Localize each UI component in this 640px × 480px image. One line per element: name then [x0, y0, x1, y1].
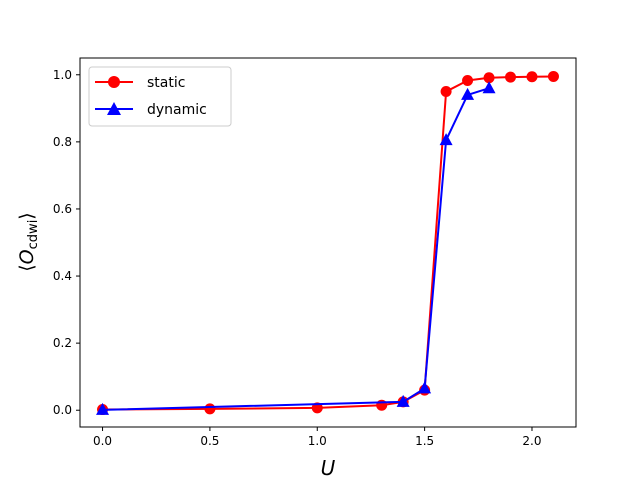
legend-static-label: static — [147, 75, 185, 91]
y-tick-label: 1.0 — [53, 68, 72, 82]
y-tick-label: 0.6 — [53, 202, 72, 216]
data-point-static — [505, 71, 517, 83]
legend-dynamic-marker — [107, 102, 121, 115]
x-tick-label: 2.0 — [522, 434, 541, 448]
y-axis-label-close: ⟩ — [16, 212, 38, 219]
data-point-static — [547, 70, 559, 82]
x-tick-label: 1.0 — [308, 434, 327, 448]
x-axis-label: U — [321, 456, 336, 480]
data-point-dynamic — [439, 133, 453, 146]
data-point-static — [462, 74, 474, 86]
legend-static-marker — [108, 76, 120, 88]
data-point-static — [440, 86, 452, 98]
y-axis-label-subscript: cdwi — [26, 220, 41, 250]
x-tick-label: 1.5 — [415, 434, 434, 448]
data-point-static — [526, 71, 538, 83]
data-point-dynamic — [96, 402, 110, 415]
y-tick-label: 0.8 — [53, 135, 72, 149]
y-axis-label-symbol: O — [16, 249, 38, 264]
x-tick-label: 0.0 — [93, 434, 112, 448]
y-axis-label-open: ⟨ — [16, 264, 38, 271]
x-tick-label: 0.5 — [200, 434, 219, 448]
data-point-dynamic — [418, 381, 432, 394]
data-point-dynamic — [461, 87, 475, 100]
data-point-dynamic — [482, 81, 496, 94]
ticks-layer: 0.0 0.5 1.0 1.5 2.0 0.0 0.2 0.4 0.6 0.8 1.0 — [53, 68, 542, 448]
y-tick-label: 0.2 — [53, 336, 72, 350]
y-tick-label: 0.0 — [53, 403, 72, 417]
legend: static dynamic — [88, 66, 232, 127]
data-point-dynamic — [396, 394, 410, 407]
data-point-static — [204, 403, 216, 415]
series-line-dynamic — [102, 87, 490, 411]
y-tick-label: 0.4 — [53, 269, 72, 283]
series-layer — [96, 70, 559, 416]
data-point-static — [483, 72, 495, 84]
y-axis-label: ⟨Ocdwi⟩ — [16, 212, 41, 271]
legend-dynamic-label: dynamic — [147, 102, 207, 118]
axes-frame — [79, 57, 577, 428]
